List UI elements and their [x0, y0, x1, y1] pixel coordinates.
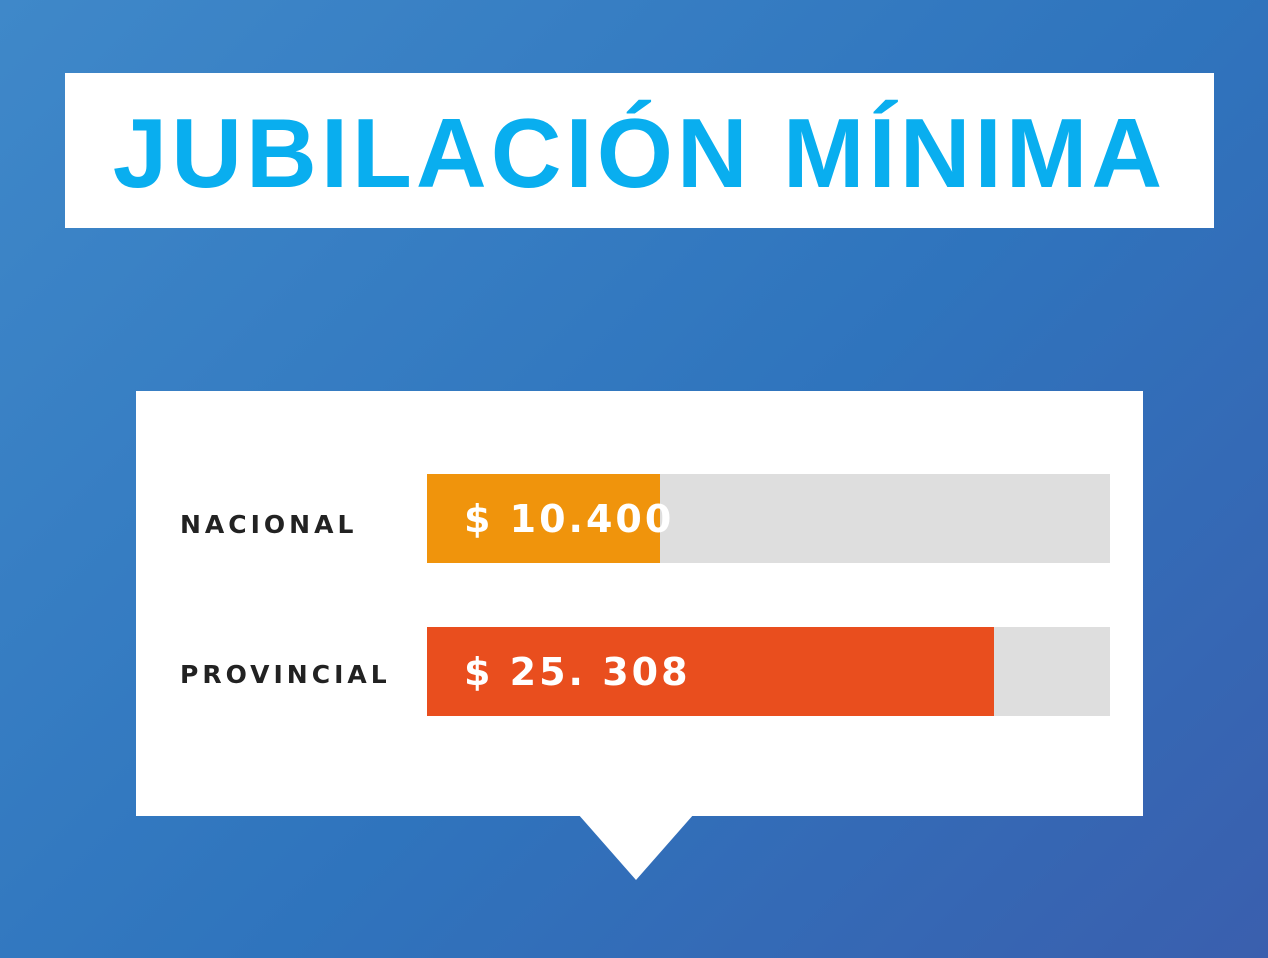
bar-track-provincial: $ 25. 308	[427, 627, 1110, 716]
chart-panel	[136, 391, 1143, 816]
speech-pointer	[578, 814, 694, 880]
bar-nacional	[427, 474, 660, 563]
value-label-nacional: $ 10.400	[464, 496, 675, 541]
title-banner: JUBILACIÓN MÍNIMA	[65, 73, 1214, 228]
category-label-nacional: NACIONAL	[180, 510, 358, 539]
value-label-provincial: $ 25. 308	[464, 649, 691, 694]
page-title: JUBILACIÓN MÍNIMA	[112, 97, 1167, 208]
bar-track-nacional: $ 10.400	[427, 474, 1110, 563]
category-label-provincial: PROVINCIAL	[180, 660, 391, 689]
bar-provincial	[427, 627, 994, 716]
